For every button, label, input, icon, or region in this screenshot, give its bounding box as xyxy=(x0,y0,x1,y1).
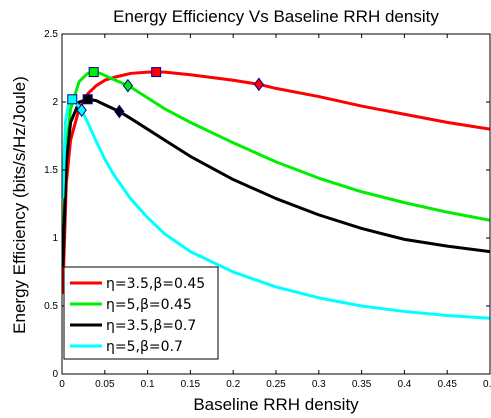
x-tick-label: 0.2 xyxy=(226,379,240,390)
x-tick-label: 0.1 xyxy=(141,379,155,390)
x-tick-label: 0.05 xyxy=(95,379,115,390)
series-4-diamond-marker xyxy=(76,103,87,117)
series-1-diamond-marker xyxy=(253,77,265,92)
chart-title: Energy Efficiency Vs Baseline RRH densit… xyxy=(113,7,439,26)
x-tick-label: 0.45 xyxy=(437,379,457,390)
y-tick-label: 1 xyxy=(52,233,58,244)
legend-label-1: η=3.5,β=0.45 xyxy=(106,276,205,292)
x-tick-label: 0.3 xyxy=(312,379,326,390)
series-line-1 xyxy=(62,70,490,294)
legend: η=3.5,β=0.45 η=5,β=0.45 η=3.5,β=0.7 η=5,β=0… xyxy=(63,266,219,360)
x-tick-label: 0.4 xyxy=(397,379,411,390)
series-1-max-marker xyxy=(151,67,162,78)
series-line-3 xyxy=(62,97,490,267)
y-tick-label: 2 xyxy=(52,97,58,108)
y-axis-label: Energy Efficiency (bits/s/Hz/Joule) xyxy=(10,76,29,334)
y-tick-label: 2.5 xyxy=(44,29,58,40)
x-tick-label: 0.35 xyxy=(352,379,372,390)
series-2-diamond-marker xyxy=(122,78,134,93)
series-2-max-marker xyxy=(88,67,99,78)
x-tick-label: 0.5 xyxy=(483,379,491,390)
legend-label-2: η=5,β=0.45 xyxy=(106,297,192,313)
x-tick-label: 0.15 xyxy=(181,379,201,390)
series-line-2 xyxy=(62,70,490,254)
series-3-diamond-marker xyxy=(114,104,125,119)
legend-label-4: η=5,β=0.7 xyxy=(106,339,183,355)
x-tick-label: 0.25 xyxy=(266,379,286,390)
x-tick-label: 0 xyxy=(59,379,65,390)
y-tick-label: 1.5 xyxy=(44,165,58,176)
y-tick-label: 0 xyxy=(52,369,58,380)
legend-label-3: η=3.5,β=0.7 xyxy=(106,318,196,334)
y-tick-label: 0.5 xyxy=(44,301,58,312)
series-3-max-marker xyxy=(82,94,93,105)
series-4-max-marker xyxy=(67,94,78,105)
x-axis-label: Baseline RRH density xyxy=(193,395,359,414)
